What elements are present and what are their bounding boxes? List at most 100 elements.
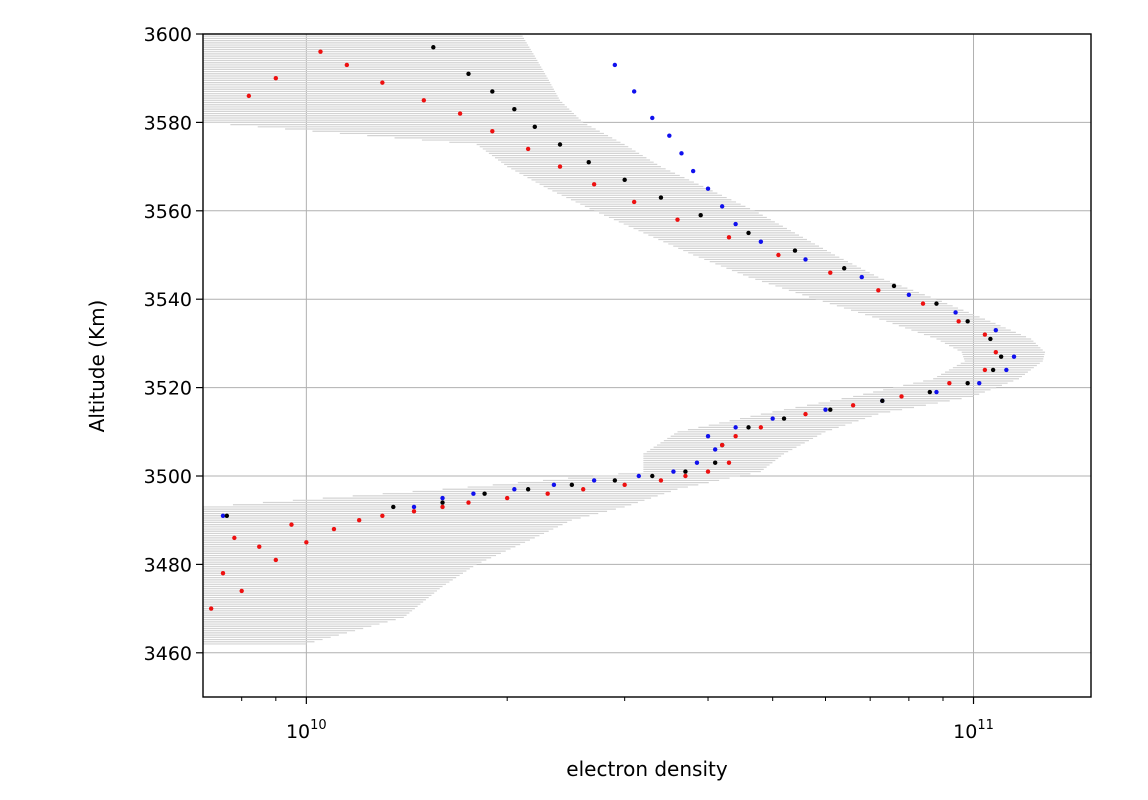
data-point-series-3 <box>828 270 833 275</box>
data-point-series-1 <box>859 274 864 280</box>
data-point-series-2 <box>658 195 664 200</box>
data-point-series-2 <box>612 478 618 483</box>
data-point-series-1 <box>934 389 939 395</box>
data-point-series-1 <box>679 151 684 156</box>
data-point-series-2 <box>965 380 970 386</box>
data-point-series-1 <box>705 186 711 191</box>
x-tick-exponent: 10 <box>310 718 327 733</box>
data-point-series-3 <box>726 460 732 465</box>
data-point-series-3 <box>545 491 550 496</box>
data-point-series-1 <box>471 491 476 496</box>
x-axis-title: electron density <box>566 757 728 781</box>
data-point-series-3 <box>421 98 427 103</box>
data-point-series-2 <box>891 283 897 289</box>
error-band <box>203 33 1046 645</box>
data-point-series-3 <box>982 367 988 373</box>
data-point-series-2 <box>965 319 970 324</box>
data-point-series-1 <box>631 89 637 94</box>
data-point-series-2 <box>712 460 718 465</box>
data-point-series-1 <box>733 221 738 227</box>
data-point-series-3 <box>850 403 856 408</box>
data-point-series-1 <box>803 257 808 262</box>
data-point-series-3 <box>380 513 385 518</box>
data-point-series-1 <box>671 469 676 474</box>
x-tick-exponent: 11 <box>977 718 994 733</box>
data-point-series-3 <box>956 319 961 324</box>
data-point-series-3 <box>705 469 711 474</box>
data-point-series-3 <box>947 380 952 386</box>
data-point-series-3 <box>304 540 309 545</box>
data-point-series-3 <box>758 425 764 430</box>
data-point-series-3 <box>457 111 463 116</box>
data-point-series-2 <box>532 124 538 130</box>
data-point-series-3 <box>557 164 563 169</box>
data-point-series-1 <box>712 447 718 452</box>
data-point-series-2 <box>698 213 703 218</box>
y-tick-label: 3460 <box>144 643 192 665</box>
data-point-series-2 <box>525 487 531 492</box>
data-point-series-1 <box>694 460 700 465</box>
data-point-series-3 <box>220 571 226 576</box>
data-point-series-3 <box>899 394 904 399</box>
data-point-series-2 <box>557 142 563 147</box>
y-tick-label: 3480 <box>144 554 192 576</box>
data-point-series-2 <box>622 177 627 183</box>
data-point-series-1 <box>667 133 672 138</box>
data-point-series-3 <box>490 129 495 134</box>
data-point-series-2 <box>988 336 993 342</box>
data-point-series-2 <box>650 473 655 479</box>
data-point-series-3 <box>273 76 279 81</box>
data-point-series-3 <box>876 288 881 293</box>
data-point-series-3 <box>776 252 781 258</box>
data-point-series-2 <box>781 416 787 421</box>
data-point-series-3 <box>344 62 350 68</box>
data-point-series-3 <box>683 473 688 479</box>
data-point-series-3 <box>466 500 471 505</box>
x-tick-label: 1011 <box>953 718 994 743</box>
data-point-series-1 <box>733 425 738 430</box>
y-tick-label: 3600 <box>144 24 192 46</box>
data-point-series-1 <box>770 416 775 421</box>
data-point-series-2 <box>934 301 939 306</box>
data-point-series-3 <box>232 535 237 541</box>
data-point-series-2 <box>998 354 1004 359</box>
y-axis-title: Altitude (Km) <box>85 300 109 433</box>
plot-frame <box>202 33 1092 698</box>
data-point-series-2 <box>490 89 495 94</box>
data-point-series-2 <box>431 45 436 50</box>
data-point-series-2 <box>440 500 445 505</box>
y-tick-label: 3540 <box>144 289 192 311</box>
data-point-series-2 <box>927 389 933 395</box>
data-point-series-3 <box>631 199 637 205</box>
data-point-series-1 <box>993 327 999 333</box>
x-tick-label: 1010 <box>286 718 327 743</box>
data-point-series-3 <box>380 80 385 85</box>
data-point-series-3 <box>726 235 732 240</box>
data-point-series-2 <box>746 425 751 430</box>
data-point-series-1 <box>1004 367 1009 373</box>
data-point-series-1 <box>411 504 417 510</box>
data-point-series-1 <box>440 495 445 501</box>
data-point-series-3 <box>993 350 999 355</box>
data-point-series-3 <box>504 495 510 501</box>
y-tick-label: 3500 <box>144 466 192 488</box>
y-tick-label: 3580 <box>144 112 192 134</box>
data-point-series-3 <box>622 482 627 488</box>
data-point-series-1 <box>551 482 557 488</box>
data-point-series-1 <box>758 239 764 244</box>
data-point-series-1 <box>591 478 597 483</box>
data-point-series-3 <box>733 434 738 439</box>
data-point-series-1 <box>636 473 642 479</box>
data-point-series-3 <box>208 606 214 611</box>
data-point-series-3 <box>239 588 244 594</box>
data-point-series-1 <box>220 513 226 518</box>
data-point-series-2 <box>586 159 591 165</box>
data-point-series-3 <box>246 93 252 99</box>
data-point-series-3 <box>411 509 417 514</box>
data-point-series-1 <box>719 204 725 209</box>
data-point-series-1 <box>512 487 517 492</box>
data-point-series-1 <box>705 434 711 439</box>
data-point-series-1 <box>690 168 696 174</box>
